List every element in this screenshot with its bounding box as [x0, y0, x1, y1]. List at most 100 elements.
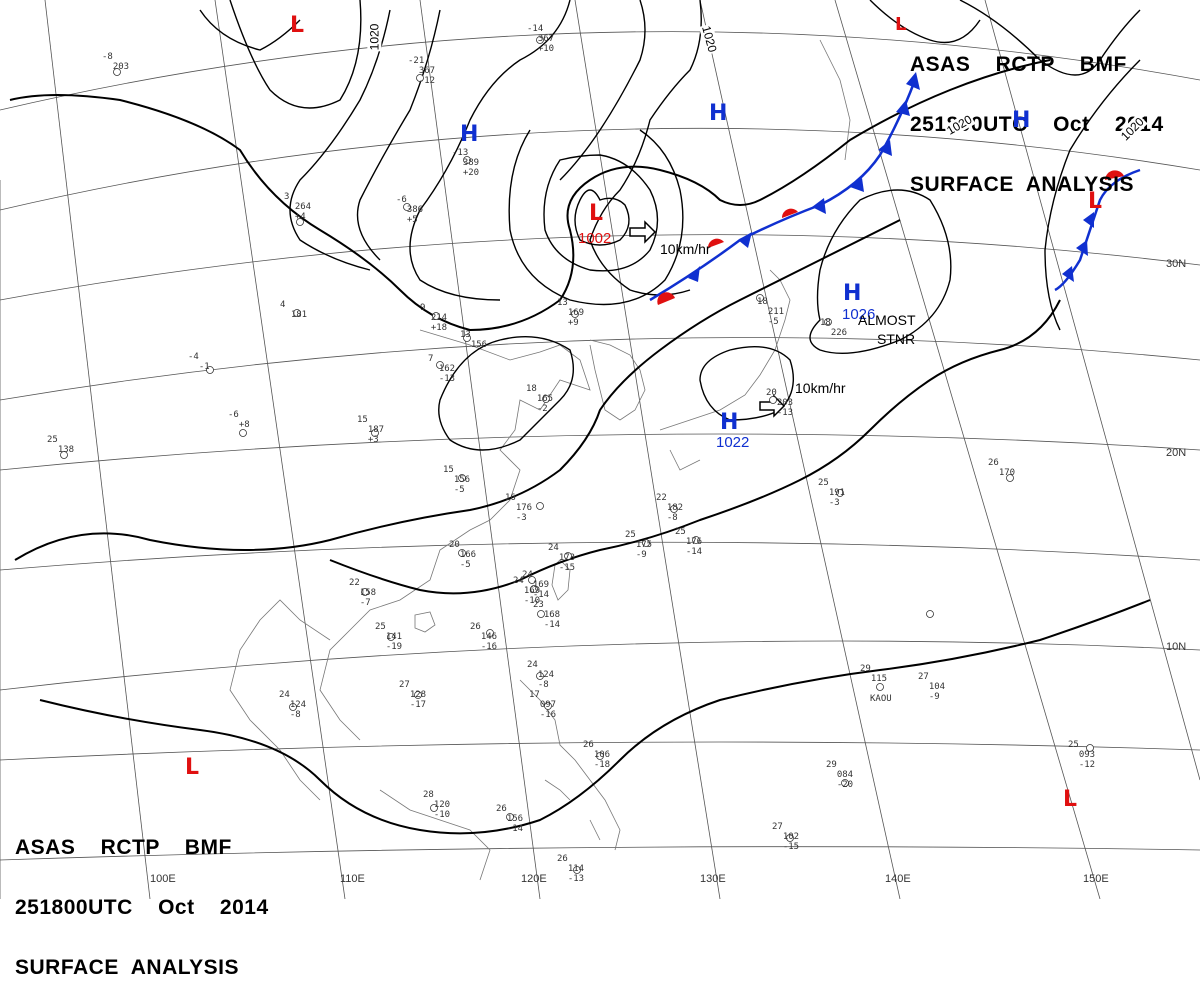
- station-plot: -21 367 -12: [408, 56, 436, 86]
- station-plot: 24 169 -14: [522, 570, 550, 600]
- station-plot: 29 115: [860, 664, 888, 684]
- station-plot: 7 162 -13: [428, 354, 456, 384]
- station-plot: 25 191 -3: [818, 478, 846, 508]
- isobar-f: [229, 0, 362, 109]
- lat-line-40n: [0, 31, 1200, 111]
- high-symbol-north: H: [709, 101, 728, 126]
- station-plot: 18 165 -2: [526, 384, 554, 414]
- footer-block: ASAS RCTP BMF 251800UTC Oct 2014 SURFACE…: [15, 800, 269, 998]
- station-plot: 17 097 -16: [529, 690, 557, 720]
- station-plot: -8 203: [102, 52, 130, 72]
- footer-line-2: 251800UTC Oct 2014: [15, 896, 269, 919]
- high-symbol-japan: H: [720, 410, 739, 435]
- isobar-j: [289, 9, 391, 271]
- high-japan-pressure: 1022: [716, 434, 750, 451]
- lat-line-5n: [0, 741, 1200, 761]
- station-plot: 24 173 -15: [548, 543, 576, 573]
- isobar-q: [438, 335, 574, 451]
- station-plot: 18 211 -5: [757, 297, 785, 327]
- lon-line-160e: [984, 0, 1200, 781]
- isobar-p: [699, 345, 794, 421]
- low-symbol-se: L: [1063, 787, 1078, 812]
- coast-korea: [589, 339, 646, 421]
- isobar-n: [508, 129, 684, 306]
- high-motion-label: 10km/hr: [795, 380, 846, 396]
- lat-line-15n: [0, 541, 1200, 571]
- lon-label-140e: 140E: [885, 873, 911, 885]
- lat-line-25n: [0, 337, 1200, 401]
- stnr-label: STNR: [877, 331, 916, 347]
- station-plot: 29 084 -20: [826, 760, 854, 790]
- station-plot: 3 264 +4: [284, 192, 312, 222]
- station-plot: -13 389 +20: [452, 148, 480, 178]
- isobar-b: [14, 219, 901, 561]
- surface-analysis-map: [0, 0, 1200, 899]
- station-plot: 9 214 +18: [420, 303, 448, 333]
- station-plot: KAOU: [870, 694, 892, 704]
- low-symbol-east: L: [1088, 189, 1103, 214]
- station-plot: 26 106 -18: [583, 740, 611, 770]
- station-plot: 24 124 -8: [279, 690, 307, 720]
- cold-front-east-tri-2: [1076, 240, 1088, 256]
- cold-front-tri-7: [906, 72, 920, 90]
- low-symbol-central: L: [589, 201, 604, 226]
- lat-line-0: [0, 846, 1200, 861]
- station-plot: 20 166 -5: [449, 540, 477, 570]
- station-plot: 16 176 -3: [505, 493, 533, 523]
- station-plot: 26 156 -14: [496, 804, 524, 834]
- station-plot: 4 181: [280, 300, 308, 320]
- lon-label-120e: 120E: [521, 873, 547, 885]
- footer-line-1: ASAS RCTP BMF: [15, 836, 232, 859]
- station-plot: 22 182 -8: [656, 493, 684, 523]
- isobar-i: [559, 0, 646, 181]
- almost-label: ALMOST: [858, 312, 916, 328]
- warm-front-bump-3: [781, 208, 798, 218]
- station-plot: 13 169 +9: [557, 298, 585, 328]
- station-plot: 20 203 -13: [766, 388, 794, 418]
- isobar-e: [199, 9, 301, 51]
- header-line-3: SURFACE ANALYSIS: [910, 173, 1134, 196]
- fronts: [629, 72, 1141, 418]
- station-plot: 27 104 -9: [918, 672, 946, 702]
- isobar-h: [589, 0, 702, 296]
- station-plot: 18 226: [820, 318, 848, 338]
- cold-front-tri-2: [738, 232, 752, 248]
- low-motion-label: 10km/hr: [660, 241, 711, 257]
- isobar-s: [959, 0, 1141, 76]
- lat-line-30n: [0, 234, 1200, 301]
- low-symbol-nw: L: [290, 13, 305, 38]
- lat-line-20n: [0, 433, 1200, 471]
- station-plot: 25 093 -12: [1068, 740, 1096, 770]
- isobar-r: [1044, 59, 1141, 331]
- station-plot: 25 141 -19: [375, 622, 403, 652]
- lon-line-110e: [214, 0, 346, 899]
- isobars: [9, 59, 1151, 835]
- cold-front-east-tri-3: [1062, 266, 1074, 282]
- coast-hainan: [414, 611, 436, 633]
- high-pacific-pressure: 1026: [842, 306, 876, 323]
- isobars-thin: [199, 0, 1141, 451]
- cold-front-east-tri-1: [1083, 212, 1094, 228]
- isobar-c: [39, 599, 1151, 835]
- station-plot: 27 102 -15: [772, 822, 800, 852]
- station-plot: 15 187 +3: [357, 415, 385, 445]
- warm-front-bump-1: [657, 292, 675, 305]
- station-plot: 26 146 -16: [470, 622, 498, 652]
- header-line-1: ASAS RCTP BMF: [910, 53, 1127, 76]
- lat-label-30n: 30N: [1166, 258, 1187, 270]
- cold-front-tri-6: [896, 100, 910, 116]
- isobar-g: [409, 0, 571, 301]
- station-plot: 25 138: [47, 435, 75, 455]
- station-plot: 26 114 -13: [557, 854, 585, 884]
- cold-front-east: [1054, 168, 1141, 292]
- station-plot: 22 158 -7: [349, 578, 377, 608]
- isobar-m: [543, 154, 659, 272]
- lat-label-20n: 20N: [1166, 447, 1187, 459]
- station-plot: 24 124 -8: [527, 660, 555, 690]
- coastlines: [229, 39, 851, 881]
- station-plot: -14 367 +10: [527, 24, 555, 54]
- isobar-t: [869, 0, 981, 44]
- motion-arrow-low: [629, 220, 657, 244]
- cold-front-tri-4: [850, 178, 864, 192]
- header-block: ASAS RCTP BMF 251800UTC Oct 2014 SURFACE…: [910, 17, 1164, 215]
